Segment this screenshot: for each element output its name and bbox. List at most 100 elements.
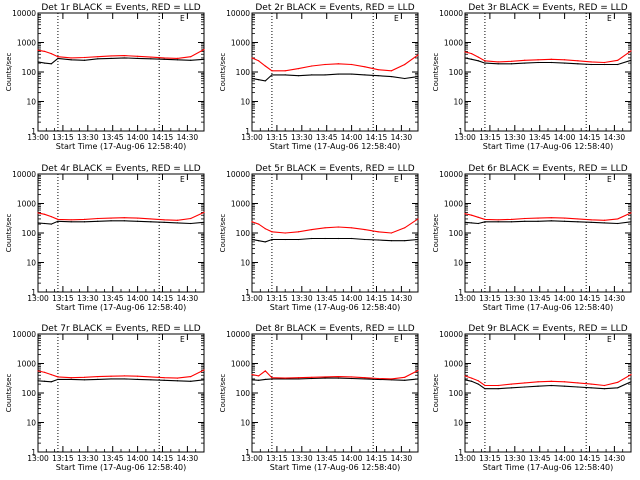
data-point-events (37, 380, 39, 382)
data-point-lld (37, 212, 39, 214)
data-point-lld (264, 370, 266, 372)
data-point-lld (524, 59, 526, 61)
x-tick-label: 13:00 (27, 454, 49, 463)
chart-panel-1: Det 1r BLACK = Events, RED = LLD 1 10 100 10… (5, 3, 205, 151)
data-point-events (477, 60, 479, 62)
y-tick-label: 10000 (439, 330, 463, 339)
data-point-events (70, 59, 72, 61)
data-point-events (337, 377, 339, 379)
data-point-events (311, 74, 313, 76)
data-point-events (390, 75, 393, 78)
x-tick-label: 13:30 (291, 294, 313, 303)
data-point-lld (550, 217, 552, 219)
x-axis-label: Start Time (17-Aug-06 12:58:40) (483, 303, 614, 312)
data-point-events (97, 378, 99, 380)
y-tick-label: 1000 (444, 39, 463, 48)
x-tick-label: 13:15 (52, 294, 74, 303)
x-tick-label: 14:00 (341, 133, 363, 142)
data-point-lld (137, 217, 139, 219)
data-point-events (97, 220, 99, 222)
y-tick-label: 10000 (226, 9, 250, 18)
data-point-lld (564, 381, 566, 383)
data-point-lld (603, 384, 606, 387)
data-point-lld (510, 218, 513, 220)
data-point-events (251, 379, 253, 381)
y-tick-label: 1000 (17, 200, 36, 209)
y-tick-label: 100 (22, 389, 37, 398)
data-point-lld (630, 212, 632, 214)
data-point-lld (537, 217, 539, 219)
data-point-lld (471, 214, 473, 216)
data-point-events (57, 220, 59, 222)
data-point-lld (264, 65, 266, 67)
y-tick-label: 10000 (439, 170, 463, 179)
data-point-lld (44, 371, 46, 373)
data-point-lld (603, 61, 606, 64)
x-tick-label: 14:15 (152, 454, 174, 463)
data-point-events (44, 222, 46, 225)
data-point-events (417, 378, 419, 380)
data-point-events (110, 220, 112, 222)
corner-mark: E (180, 175, 185, 184)
data-point-events (311, 377, 313, 380)
data-point-lld (44, 213, 46, 215)
x-tick-label: 14:15 (366, 294, 388, 303)
y-axis-label: Counts/sec (219, 53, 227, 92)
data-point-events (404, 77, 406, 80)
series-line-events (37, 57, 205, 65)
x-axis-label: Start Time (17-Aug-06 12:58:40) (56, 463, 187, 472)
y-tick-label: 1 (458, 288, 463, 297)
x-tick-label: 13:45 (529, 454, 551, 463)
data-point-lld (50, 53, 52, 55)
data-point-events (390, 379, 393, 381)
data-point-lld (377, 377, 379, 380)
data-point-lld (37, 49, 39, 51)
y-tick-label: 100 (449, 68, 464, 77)
data-point-lld (150, 218, 152, 220)
chart-panel-3: Det 3r BLACK = Events, RED = LLD 1 10 100 10… (432, 3, 632, 151)
x-tick-label: 14:30 (604, 454, 626, 463)
data-point-events (364, 74, 366, 76)
y-tick-label: 1 (245, 127, 250, 136)
data-point-lld (464, 51, 466, 53)
data-point-lld (176, 377, 179, 379)
x-tick-label: 14:15 (579, 294, 601, 303)
y-tick-label: 1 (245, 448, 250, 457)
x-tick-label: 13:45 (102, 454, 124, 463)
y-tick-label: 1000 (444, 360, 463, 369)
data-point-events (477, 222, 479, 225)
y-tick-label: 10 (240, 98, 250, 107)
data-point-events (203, 58, 205, 60)
x-tick-label: 14:15 (579, 133, 601, 142)
data-point-events (390, 240, 393, 242)
data-point-lld (510, 60, 513, 62)
data-point-lld (83, 376, 86, 378)
data-point-events (311, 237, 313, 240)
data-point-lld (577, 382, 579, 384)
data-point-lld (471, 377, 473, 379)
plot-frame (464, 12, 632, 132)
y-tick-label: 100 (449, 229, 464, 238)
chart-title: Det 4r BLACK = Events, RED = LLD (41, 164, 200, 174)
plot-frame (251, 173, 419, 293)
data-point-lld (390, 70, 393, 72)
data-point-lld (564, 59, 566, 61)
data-point-events (83, 379, 86, 381)
data-point-events (176, 59, 179, 61)
data-point-lld (150, 376, 152, 378)
x-tick-label: 13:45 (102, 133, 124, 142)
data-point-lld (251, 57, 253, 59)
series-line-lld (464, 50, 632, 64)
data-point-events (176, 380, 179, 382)
y-axis-label: Counts/sec (432, 214, 440, 253)
y-tick-label: 10 (240, 419, 250, 428)
data-point-lld (97, 217, 99, 220)
data-point-events (44, 62, 46, 64)
data-point-lld (390, 232, 393, 234)
data-point-events (258, 79, 260, 81)
data-point-lld (57, 218, 59, 220)
data-point-lld (464, 213, 466, 215)
data-point-events (484, 388, 486, 390)
data-point-events (110, 378, 112, 380)
